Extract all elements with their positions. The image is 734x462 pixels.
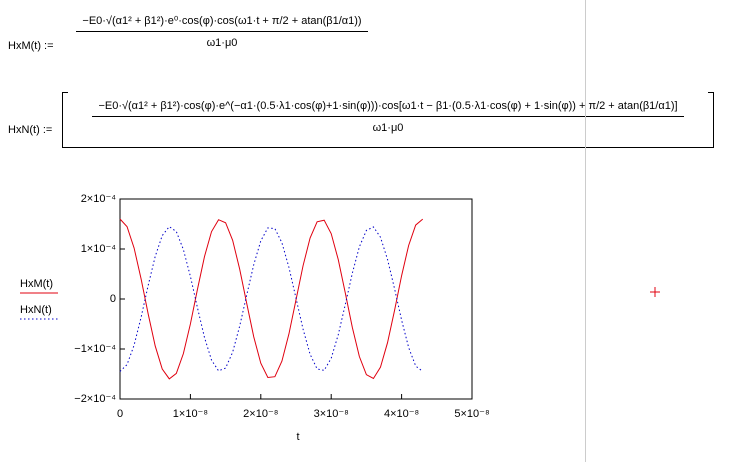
- denominator: ω1·μ0: [206, 37, 238, 49]
- formula-lhs: HxM(t) :=: [8, 40, 54, 52]
- x-tick-label: 4×10⁻⁸: [384, 408, 419, 420]
- x-tick-label: 3×10⁻⁸: [314, 408, 349, 420]
- y-tick-label: 1×10⁻⁴: [81, 243, 117, 255]
- formula-lhs: HxN(t) :=: [8, 124, 53, 136]
- x-tick-label: 5×10⁻⁸: [454, 408, 489, 420]
- x-tick-label: 2×10⁻⁸: [243, 408, 278, 420]
- series-line: [119, 225, 424, 372]
- x-axis-label: t: [296, 431, 299, 443]
- y-tick-label: 2×10⁻⁴: [81, 193, 117, 205]
- y-tick-label: −1×10⁻⁴: [74, 343, 116, 355]
- series-line: [119, 218, 424, 380]
- x-tick-label: 0: [117, 408, 123, 420]
- legend-label: HxM(t): [20, 278, 53, 290]
- y-tick-label: −2×10⁻⁴: [74, 393, 116, 405]
- x-tick-label: 1×10⁻⁸: [173, 408, 208, 420]
- fraction: −E0·√(α1² + β1²)·e⁰·cos(φ)·cos(ω1·t + π/…: [66, 14, 378, 49]
- page-divider: [585, 0, 586, 462]
- denominator: ω1·μ0: [372, 122, 404, 134]
- fraction: −E0·√(α1² + β1²)·cos(φ)·e^(−α1·(0.5·λ1·c…: [70, 100, 706, 134]
- numerator: −E0·√(α1² + β1²)·e⁰·cos(φ)·cos(ω1·t + π/…: [76, 14, 368, 32]
- y-tick-label: 0: [110, 293, 116, 305]
- bracket-mask: [68, 91, 708, 147]
- numerator: −E0·√(α1² + β1²)·cos(φ)·e^(−α1·(0.5·λ1·c…: [92, 100, 684, 117]
- legend-label: HxN(t): [20, 304, 52, 316]
